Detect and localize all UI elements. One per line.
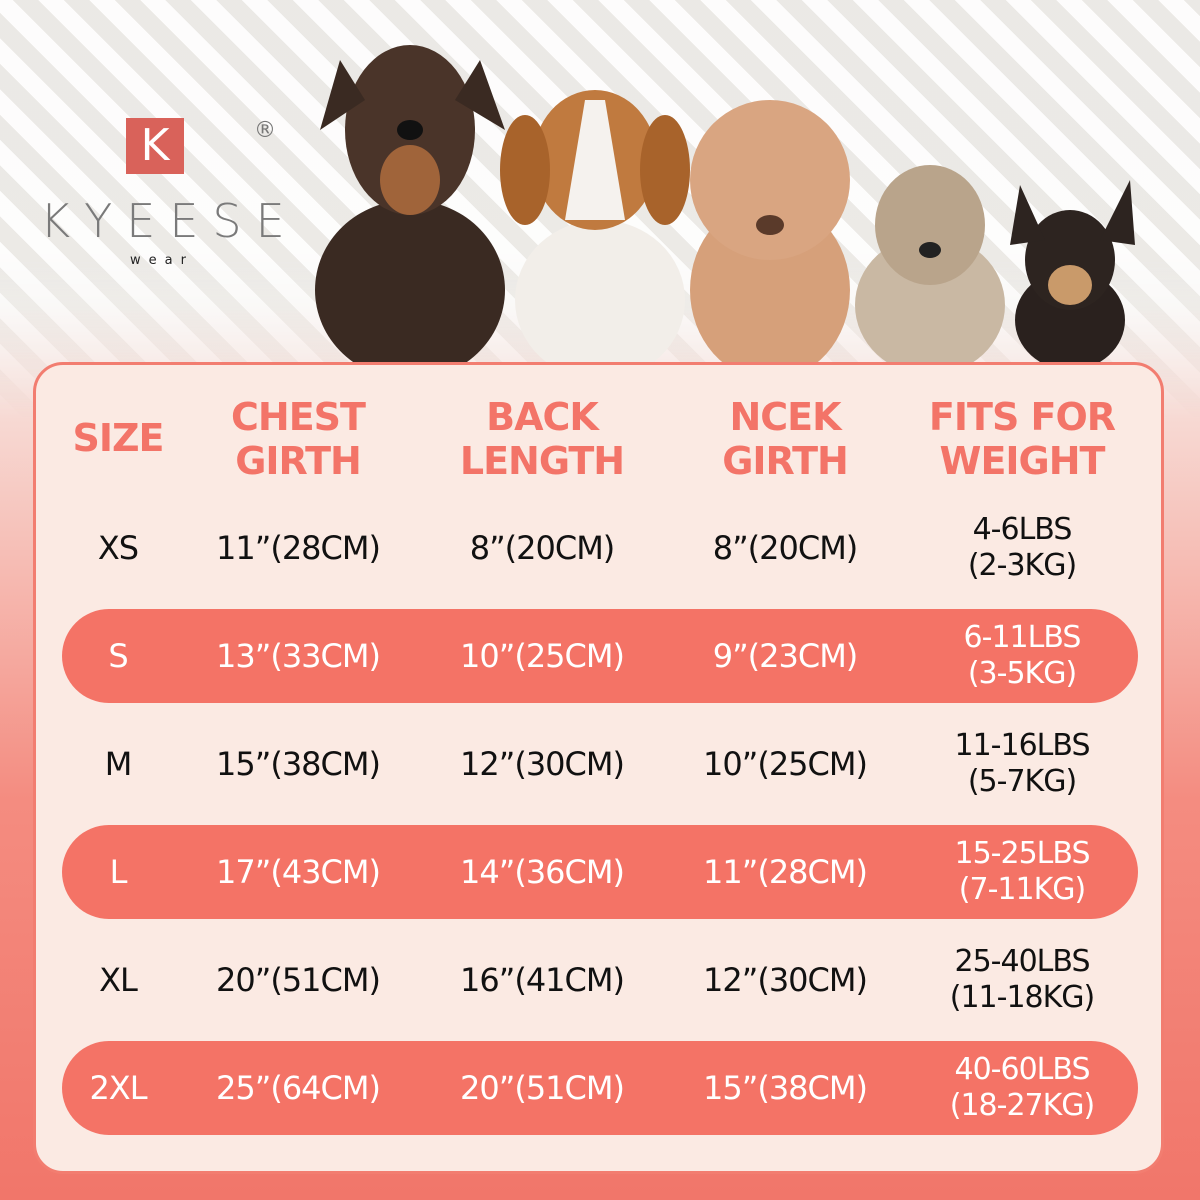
weight-line: (7-11KG) (958, 872, 1086, 907)
header-back-length: BACK LENGTH (459, 395, 625, 483)
header-line: GIRTH (235, 439, 362, 483)
header-size: SIZE (72, 416, 164, 460)
brand-logo: K ® KYEESE wear (30, 118, 299, 268)
weight-line: (11-18KG) (949, 980, 1096, 1015)
doberman-image (315, 45, 505, 365)
cell-chest: 13”(33CM) (216, 637, 381, 675)
cell-back: 12”(30CM) (460, 745, 625, 783)
brand-name: KYEESE (40, 194, 299, 248)
table-row: S 13”(33CM) 10”(25CM) 9”(23CM) 6-11LBS (3-5KG… (62, 609, 1138, 703)
weight-line: 4-6LBS (972, 512, 1073, 547)
header-line: NCEK (729, 395, 841, 439)
cell-size: XS (97, 529, 139, 567)
cell-weight: 40-60LBS (18-27KG) (949, 1052, 1096, 1124)
cell-size: XL (99, 961, 138, 999)
header-line: SIZE (72, 416, 164, 460)
header-line: CHEST (231, 395, 366, 439)
table-row: L 17”(43CM) 14”(36CM) 11”(28CM) 15-25LBS (7-1… (62, 825, 1138, 919)
weight-line: 15-25LBS (954, 836, 1091, 871)
cell-chest: 15”(38CM) (216, 745, 381, 783)
weight-line: 6-11LBS (963, 620, 1082, 655)
header-line: GIRTH (722, 439, 849, 483)
header-line: BACK (486, 395, 599, 439)
cell-chest: 11”(28CM) (216, 529, 381, 567)
cell-neck: 10”(25CM) (703, 745, 868, 783)
brand-sub: wear (130, 253, 194, 268)
cell-size: M (104, 745, 133, 783)
cell-back: 14”(36CM) (460, 853, 625, 891)
weight-line: (3-5KG) (967, 656, 1077, 691)
cell-back: 10”(25CM) (460, 637, 625, 675)
cell-size: 2XL (89, 1069, 147, 1107)
header-neck-girth: NCEK GIRTH (722, 395, 849, 483)
weight-line: 25-40LBS (954, 944, 1091, 979)
cell-size: L (109, 853, 128, 891)
header-weight: FITS FOR WEIGHT (928, 395, 1116, 483)
weight-line: (5-7KG) (967, 764, 1077, 799)
cell-chest: 25”(64CM) (216, 1069, 381, 1107)
cell-chest: 20”(51CM) (216, 961, 381, 999)
poodle-image (690, 100, 850, 365)
cell-weight: 25-40LBS (11-18KG) (949, 944, 1096, 1016)
cell-weight: 4-6LBS (2-3KG) (967, 512, 1077, 584)
weight-line: (2-3KG) (967, 548, 1077, 583)
cell-weight: 6-11LBS (3-5KG) (963, 620, 1082, 692)
chihuahua-image (1010, 180, 1135, 365)
header-line: FITS FOR (928, 395, 1116, 439)
table-row: XL 20”(51CM) 16”(41CM) 12”(30CM) 25-40LBS (11… (62, 933, 1138, 1027)
cell-neck: 8”(20CM) (712, 529, 859, 567)
weight-line: (18-27KG) (949, 1088, 1096, 1123)
weight-line: 11-16LBS (954, 728, 1091, 763)
table-row: XS 11”(28CM) 8”(20CM) 8”(20CM) 4-6LBS (2-3KG) (62, 501, 1138, 595)
cell-neck: 11”(28CM) (703, 853, 868, 891)
registered-mark: ® (254, 118, 276, 143)
cell-weight: 15-25LBS (7-11KG) (954, 836, 1091, 908)
dogs-photo (315, 45, 1135, 365)
cell-chest: 17”(43CM) (216, 853, 381, 891)
table-row: 2XL 25”(64CM) 20”(51CM) 15”(38CM) 40-60LBS (1… (62, 1041, 1138, 1135)
header-line: WEIGHT (939, 439, 1106, 483)
cell-neck: 9”(23CM) (712, 637, 859, 675)
logo-mark: K (126, 118, 184, 174)
beagle-image (500, 90, 690, 365)
cell-neck: 12”(30CM) (703, 961, 868, 999)
cell-back: 16”(41CM) (460, 961, 625, 999)
cell-back: 20”(51CM) (460, 1069, 625, 1107)
header-line: LENGTH (459, 439, 625, 483)
table-row: M 15”(38CM) 12”(30CM) 10”(25CM) 11-16LBS (5-7… (62, 717, 1138, 811)
cell-neck: 15”(38CM) (703, 1069, 868, 1107)
weight-line: 40-60LBS (954, 1052, 1091, 1087)
cell-size: S (108, 637, 128, 675)
schnauzer-image (855, 165, 1005, 365)
cell-weight: 11-16LBS (5-7KG) (954, 728, 1091, 800)
cell-back: 8”(20CM) (469, 529, 616, 567)
size-chart-card (33, 362, 1164, 1174)
header-chest-girth: CHEST GIRTH (231, 395, 366, 483)
